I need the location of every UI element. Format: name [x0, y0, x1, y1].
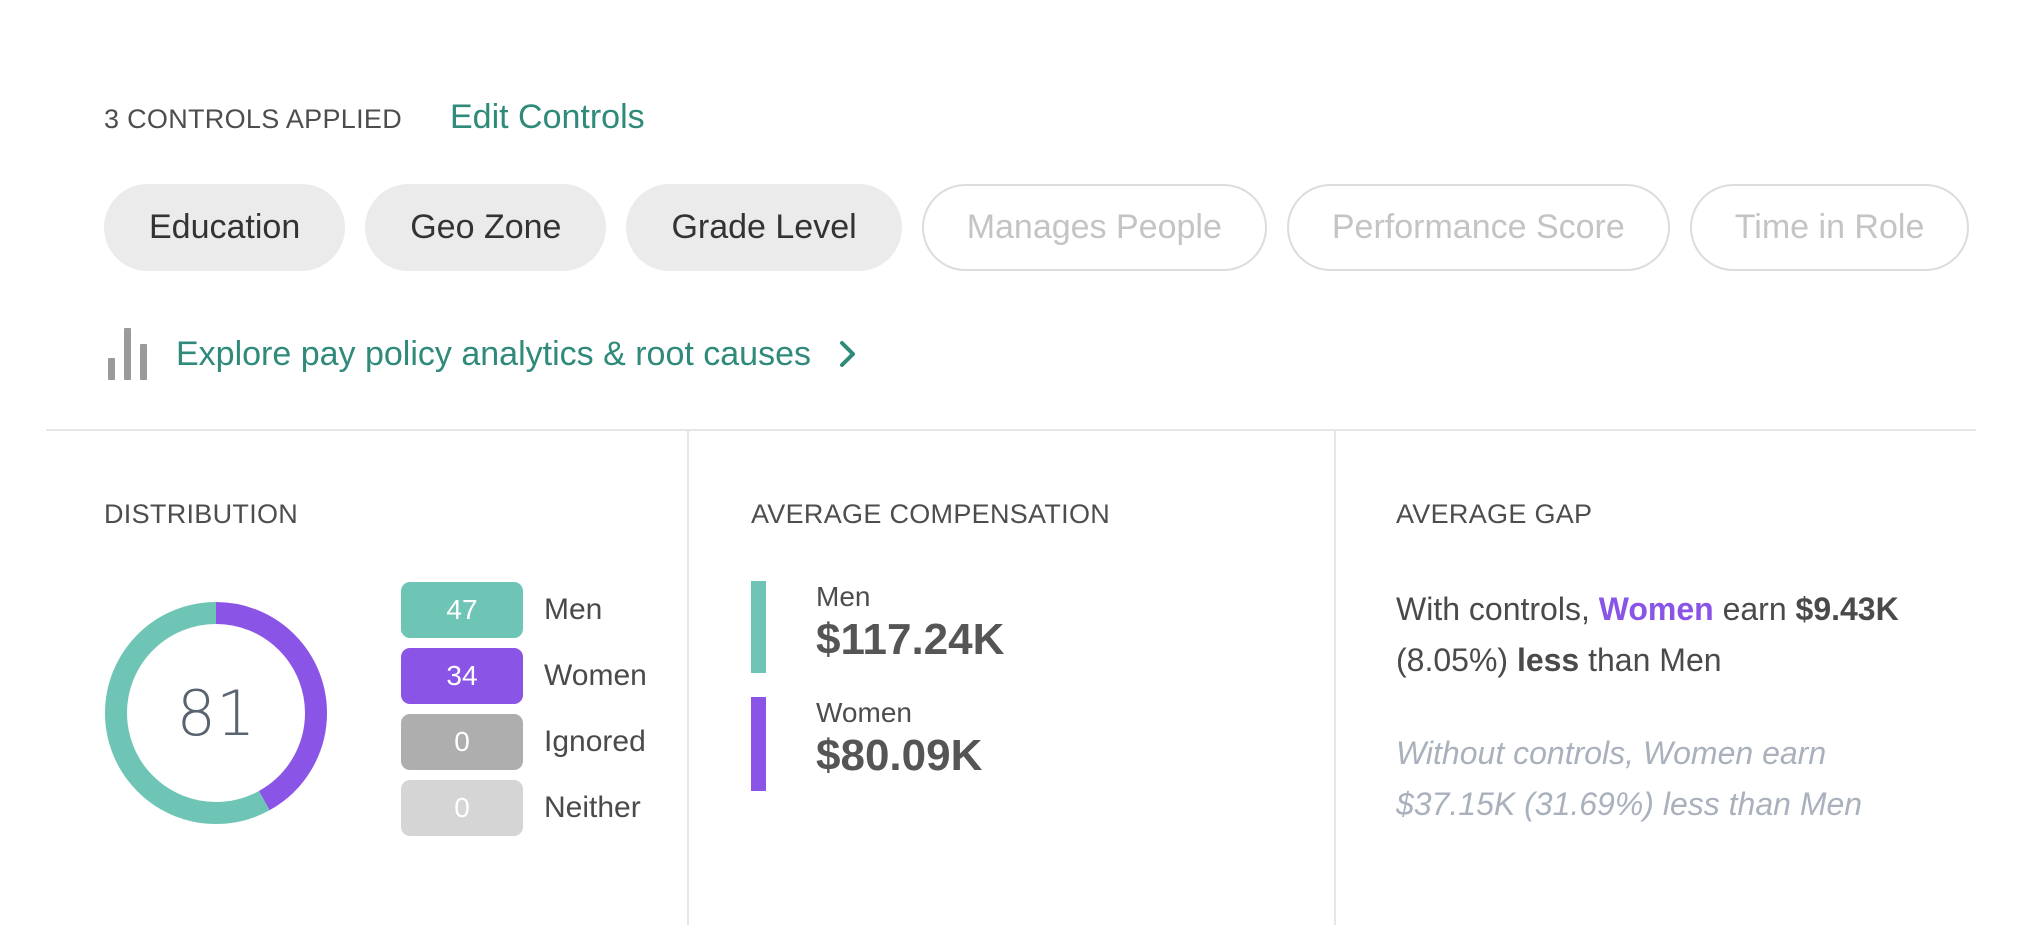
gap-without-line-2: $37.15K (31.69%) less than Men: [1396, 786, 1863, 822]
legend-label-ignored: Ignored: [544, 724, 646, 758]
distribution-title: DISTRIBUTION: [104, 499, 299, 529]
legend-label-neither: Neither: [544, 790, 641, 824]
legend-item-ignored: 0 Ignored: [401, 713, 647, 770]
count-badge-men: 47: [401, 581, 523, 638]
compensation-men-value: $117.24K: [816, 615, 1005, 664]
explore-analytics-link[interactable]: Explore pay policy analytics & root caus…: [104, 328, 859, 380]
column-divider: [1334, 431, 1336, 925]
legend-item-neither: 0 Neither: [401, 779, 647, 836]
controls-applied-count: 3 CONTROLS APPLIED: [104, 104, 402, 134]
compensation-women-label: Women: [816, 697, 912, 728]
bar-chart-icon: [104, 328, 152, 380]
legend-label-men: Men: [544, 592, 603, 626]
gap-without-controls: Without controls, Women earn $37.15K (31…: [1396, 728, 1956, 830]
compensation-women-value: $80.09K: [816, 731, 983, 780]
compensation-men: Men $117.24K: [751, 581, 1004, 673]
gap-amount: $9.43K: [1795, 591, 1899, 627]
controls-header: 3 CONTROLS APPLIED Edit Controls: [104, 98, 645, 137]
average-gap-title: AVERAGE GAP: [1396, 499, 1593, 529]
explore-analytics-label: Explore pay policy analytics & root caus…: [176, 334, 811, 373]
chip-performance-score[interactable]: Performance Score: [1286, 184, 1670, 271]
chip-education[interactable]: Education: [104, 184, 346, 271]
count-badge-women: 34: [401, 647, 523, 704]
compensation-women: Women $80.09K: [751, 697, 982, 791]
gap-without-line-1: Without controls, Women earn: [1396, 735, 1827, 771]
women-color-bar: [751, 697, 766, 791]
gap-less: less: [1516, 642, 1580, 678]
chip-manages-people[interactable]: Manages People: [921, 184, 1267, 271]
gap-with-controls: With controls, Women earn $9.43K (8.05%)…: [1396, 584, 1956, 686]
gap-women-label: Women: [1598, 591, 1714, 627]
column-divider: [687, 431, 689, 925]
edit-controls-link[interactable]: Edit Controls: [450, 98, 645, 136]
chevron-right-icon: [839, 341, 855, 367]
compensation-men-label: Men: [816, 581, 871, 612]
distribution-total: 81: [176, 676, 256, 750]
count-badge-ignored: 0: [401, 713, 523, 770]
distribution-donut-chart: [105, 602, 327, 824]
average-compensation-title: AVERAGE COMPENSATION: [751, 499, 1111, 529]
donut-segment-men: [105, 602, 327, 824]
section-divider: [46, 429, 1976, 431]
chip-time-in-role[interactable]: Time in Role: [1689, 184, 1970, 271]
control-chips: Education Geo Zone Grade Level Manages P…: [104, 184, 1970, 271]
gap-prefix: With controls,: [1396, 591, 1590, 627]
gap-suffix: than Men: [1588, 642, 1722, 678]
distribution-legend: 47 Men 34 Women 0 Ignored 0 Neither: [401, 581, 647, 845]
men-color-bar: [751, 581, 766, 673]
gap-earn: earn: [1722, 591, 1787, 627]
legend-item-women: 34 Women: [401, 647, 647, 704]
legend-item-men: 47 Men: [401, 581, 647, 638]
legend-label-women: Women: [544, 658, 647, 692]
gap-percent: (8.05%): [1396, 642, 1509, 678]
count-badge-neither: 0: [401, 779, 523, 836]
chip-grade-level[interactable]: Grade Level: [626, 184, 902, 271]
chip-geo-zone[interactable]: Geo Zone: [365, 184, 607, 271]
